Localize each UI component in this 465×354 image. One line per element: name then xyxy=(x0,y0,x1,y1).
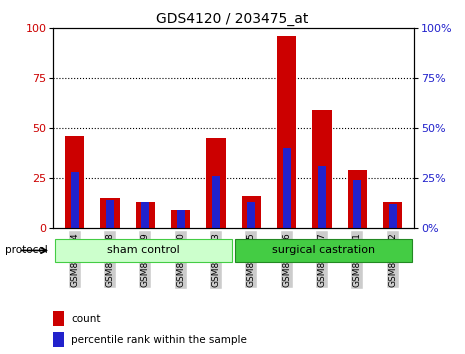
Text: surgical castration: surgical castration xyxy=(272,245,375,256)
Text: GSM823847: GSM823847 xyxy=(318,232,326,287)
Bar xyxy=(318,166,326,228)
Text: GSM823844: GSM823844 xyxy=(70,232,79,287)
Bar xyxy=(171,210,190,228)
Bar xyxy=(71,172,79,228)
Bar xyxy=(348,170,367,228)
Bar xyxy=(206,138,226,228)
Bar xyxy=(389,204,397,228)
Text: count: count xyxy=(72,314,101,324)
Text: protocol: protocol xyxy=(5,245,47,255)
Bar xyxy=(53,332,64,347)
Bar xyxy=(177,210,185,228)
Bar xyxy=(277,36,296,228)
Text: GSM823845: GSM823845 xyxy=(247,232,256,287)
Text: GDS4120 / 203475_at: GDS4120 / 203475_at xyxy=(156,12,309,27)
Text: GSM823850: GSM823850 xyxy=(176,232,185,287)
Text: GSM823853: GSM823853 xyxy=(212,232,220,287)
Bar xyxy=(247,202,255,228)
Bar xyxy=(65,136,84,228)
Bar xyxy=(312,110,332,228)
Text: GSM823849: GSM823849 xyxy=(141,232,150,287)
Text: GSM823851: GSM823851 xyxy=(353,232,362,287)
Text: GSM823846: GSM823846 xyxy=(282,232,291,287)
Bar xyxy=(383,202,402,228)
Bar xyxy=(283,148,291,228)
FancyBboxPatch shape xyxy=(55,239,232,262)
Text: sham control: sham control xyxy=(107,245,180,256)
Text: percentile rank within the sample: percentile rank within the sample xyxy=(72,335,247,345)
Bar xyxy=(136,202,155,228)
FancyBboxPatch shape xyxy=(235,239,412,262)
Bar xyxy=(212,176,220,228)
Text: GSM823848: GSM823848 xyxy=(106,232,114,287)
Bar xyxy=(141,202,149,228)
Bar xyxy=(353,180,361,228)
Text: GSM823852: GSM823852 xyxy=(388,232,397,287)
Bar xyxy=(100,198,120,228)
Bar xyxy=(53,311,64,326)
Bar xyxy=(106,200,114,228)
Bar xyxy=(242,196,261,228)
